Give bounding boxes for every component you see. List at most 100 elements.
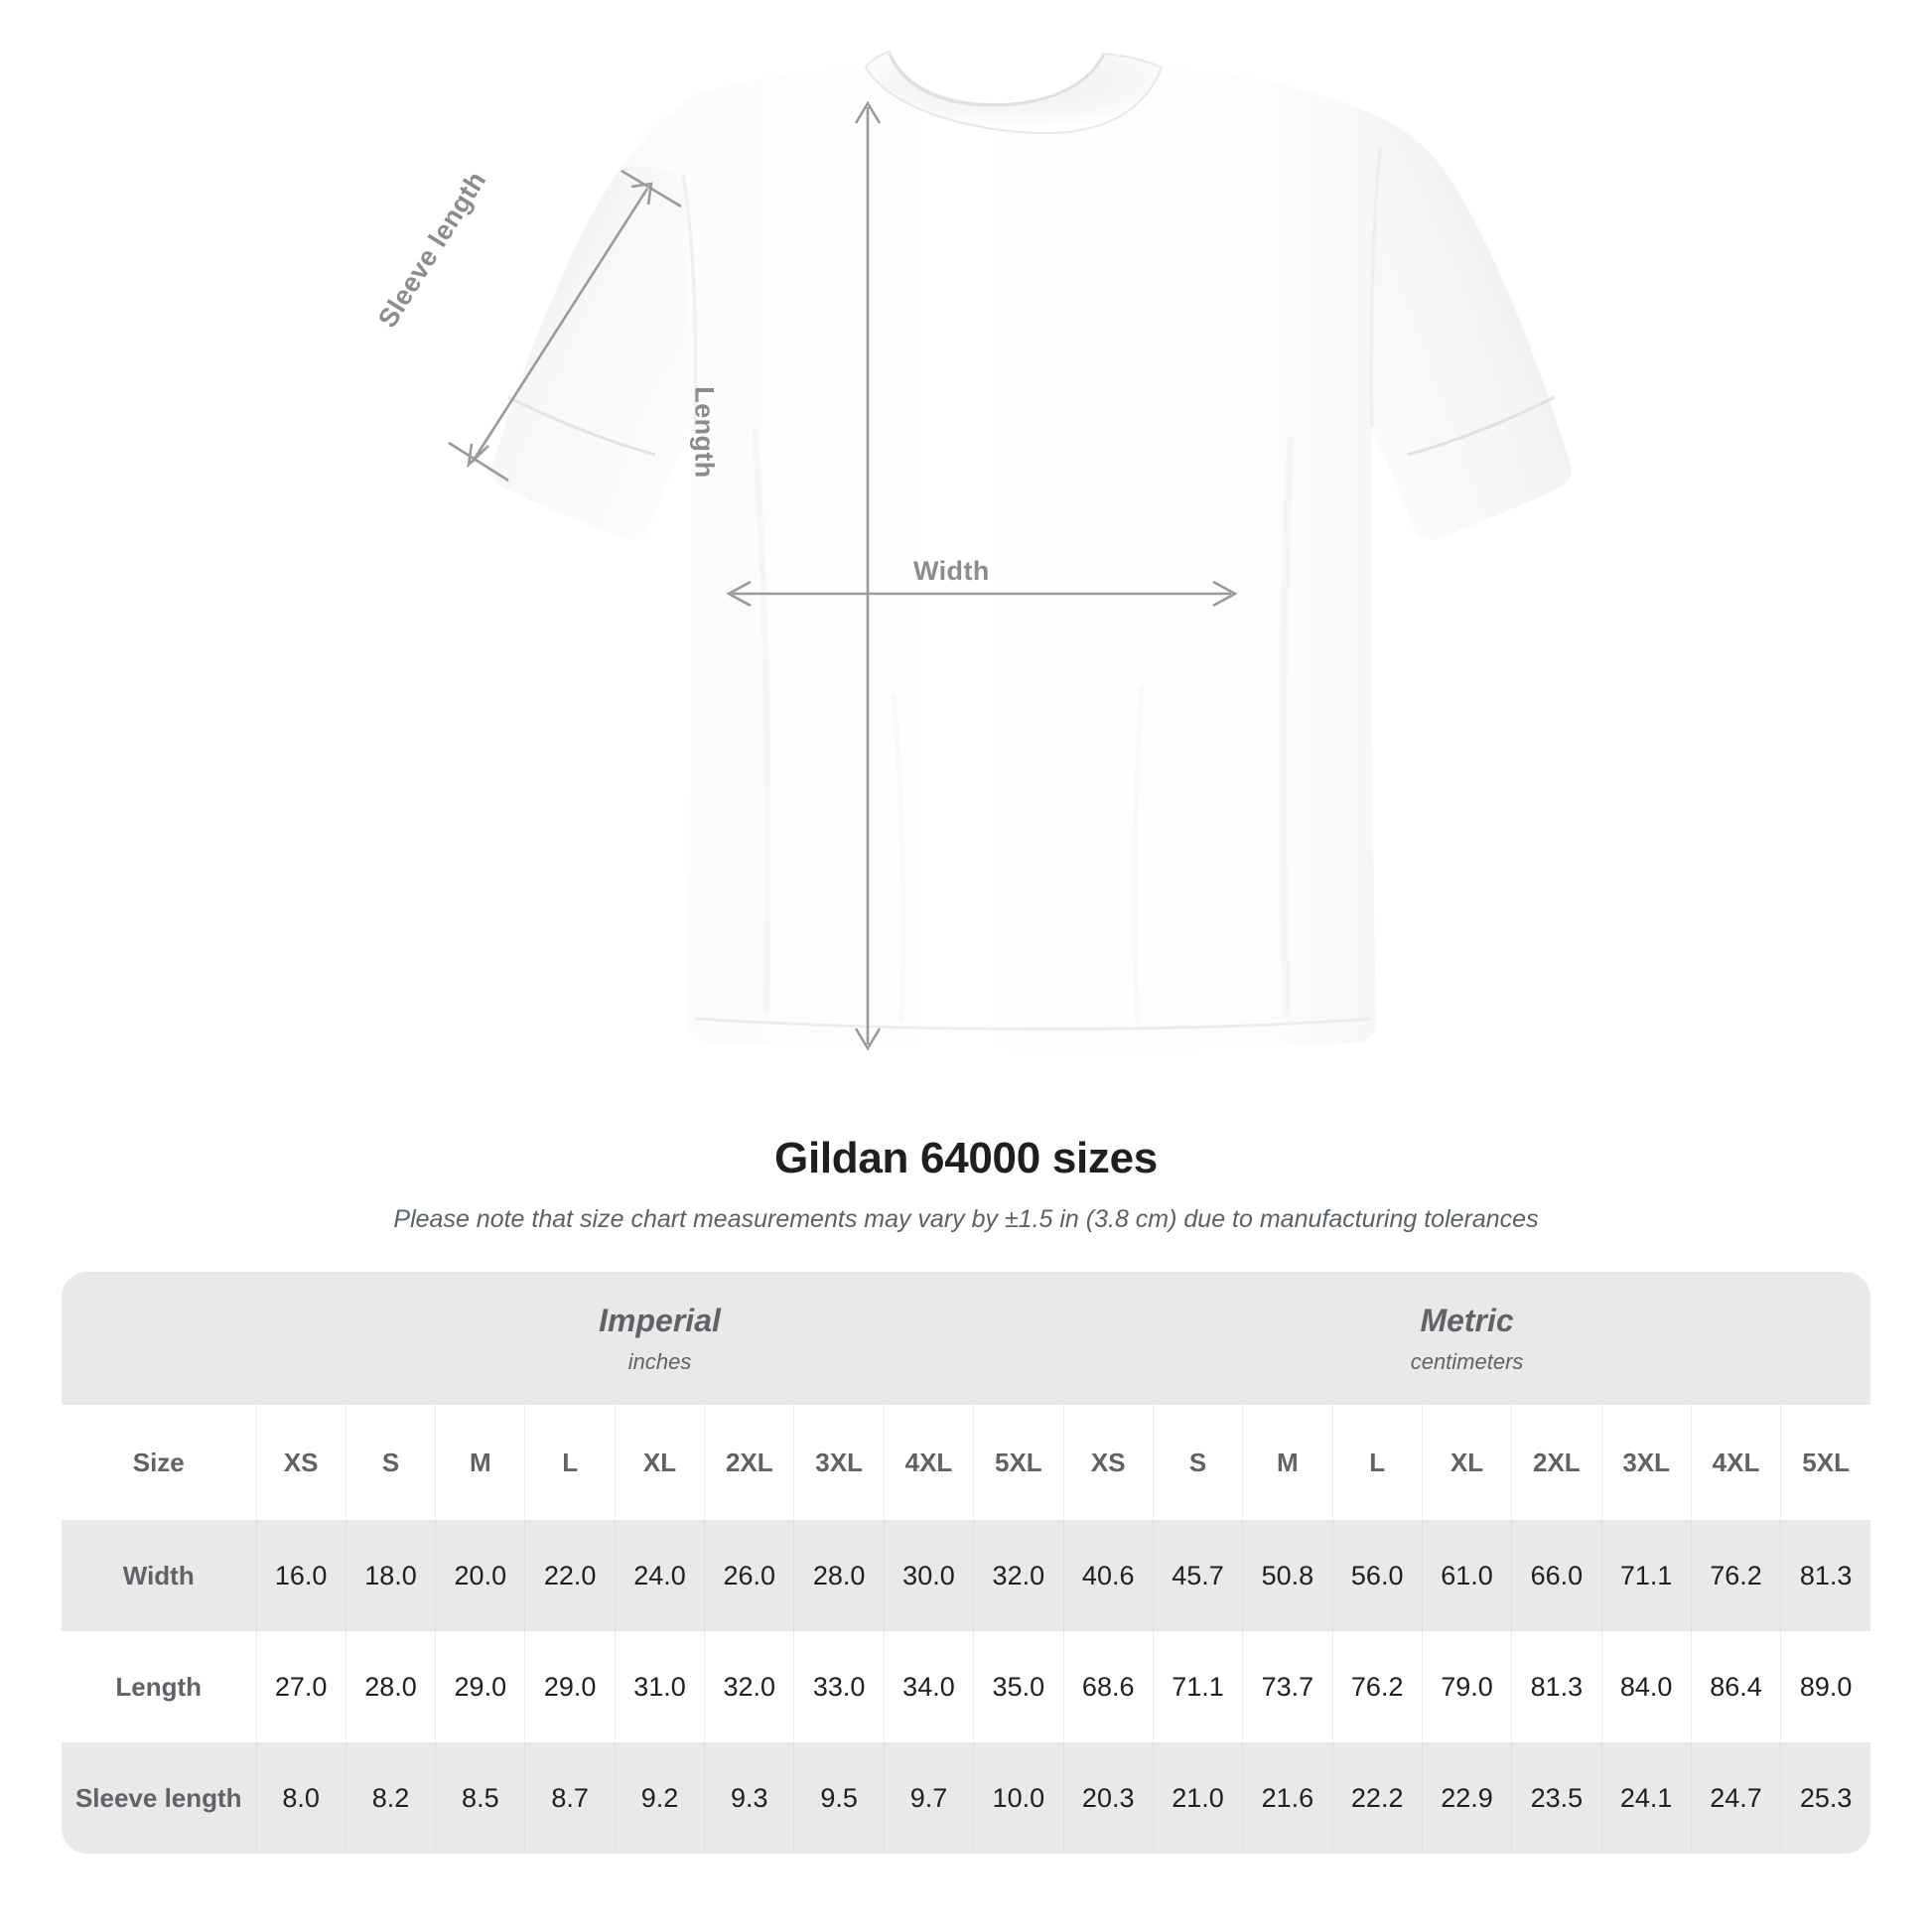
measurement-cell: 71.1 xyxy=(1152,1631,1243,1742)
sleeve-length-dimension-arrow xyxy=(448,169,682,483)
measurement-cell: 89.0 xyxy=(1780,1631,1870,1742)
tshirt-diagram xyxy=(448,50,1572,1051)
size-column-header: 5XL xyxy=(1780,1405,1870,1520)
measurement-cell: 35.0 xyxy=(973,1631,1064,1742)
size-column-header: 2XL xyxy=(704,1405,794,1520)
measurement-cell: 30.0 xyxy=(883,1520,974,1631)
measurement-cell: 22.9 xyxy=(1421,1742,1512,1854)
measurement-cell: 20.3 xyxy=(1062,1742,1154,1854)
measurement-cell: 25.3 xyxy=(1780,1742,1870,1854)
table-row: Sleeve length 8.0 8.2 8.5 8.7 9.2 9.3 9.5 9.7 10.… xyxy=(62,1742,1870,1854)
measurement-cell: 9.3 xyxy=(704,1742,794,1854)
length-dimension-arrow xyxy=(854,100,882,1051)
measurement-cell: 73.7 xyxy=(1242,1631,1333,1742)
size-header-row: Size XS S M L XL 2XL 3XL 4XL 5XL XS S M L XL 2XL 3XL 4XL 5… xyxy=(62,1405,1870,1520)
measurement-cell: 8.5 xyxy=(435,1742,525,1854)
size-column-header: S xyxy=(345,1405,436,1520)
tshirt-illustration: Sleeve length Length Width xyxy=(372,50,1572,1051)
measurement-cell: 61.0 xyxy=(1421,1520,1512,1631)
table-row: Width 16.0 18.0 20.0 22.0 24.0 26.0 28.0 30.0 32.… xyxy=(62,1520,1870,1631)
measurement-cell: 32.0 xyxy=(973,1520,1064,1631)
tshirt-body xyxy=(491,50,1572,1051)
measurement-cell: 56.0 xyxy=(1331,1520,1423,1631)
unit-group-name: Imperial xyxy=(599,1302,721,1338)
measurement-cell: 24.1 xyxy=(1600,1742,1692,1854)
unit-group-imperial: Imperial inches xyxy=(256,1272,1064,1405)
size-column-header: XL xyxy=(1421,1405,1512,1520)
size-chart-table-container: Imperial inches Metric centimeters Size XS S M… xyxy=(62,1272,1870,1854)
measurement-cell: 24.7 xyxy=(1690,1742,1781,1854)
measurement-cell: 21.0 xyxy=(1152,1742,1243,1854)
measurement-cell: 9.7 xyxy=(883,1742,974,1854)
measurement-cell: 8.2 xyxy=(345,1742,436,1854)
length-annotation-label: Length xyxy=(689,386,720,479)
size-column-header: XS xyxy=(1062,1405,1154,1520)
measurement-cell: 84.0 xyxy=(1600,1631,1692,1742)
measurement-cell: 16.0 xyxy=(255,1520,346,1631)
measurement-cell: 9.2 xyxy=(614,1742,705,1854)
measurement-cell: 66.0 xyxy=(1511,1520,1602,1631)
measurement-cell: 45.7 xyxy=(1152,1520,1243,1631)
measurement-cell: 34.0 xyxy=(883,1631,974,1742)
size-chart-table: Imperial inches Metric centimeters Size XS S M… xyxy=(62,1272,1870,1854)
measurement-cell: 28.0 xyxy=(345,1631,436,1742)
measurement-cell: 18.0 xyxy=(345,1520,436,1631)
measurement-cell: 28.0 xyxy=(793,1520,885,1631)
table-row: Length 27.0 28.0 29.0 29.0 31.0 32.0 33.0 34.0 35… xyxy=(62,1631,1870,1742)
unit-group-subtitle: centimeters xyxy=(1410,1349,1524,1375)
measurement-cell: 86.4 xyxy=(1690,1631,1781,1742)
measurement-cell: 20.0 xyxy=(435,1520,525,1631)
measurement-cell: 24.0 xyxy=(614,1520,705,1631)
size-column-header: M xyxy=(435,1405,525,1520)
measurement-cell: 31.0 xyxy=(614,1631,705,1742)
unit-group-name: Metric xyxy=(1420,1302,1514,1338)
chart-header: Gildan 64000 sizes Please note that size… xyxy=(0,1134,1932,1234)
size-column-header: 3XL xyxy=(1600,1405,1692,1520)
measurement-cell: 10.0 xyxy=(973,1742,1064,1854)
measurement-cell: 76.2 xyxy=(1331,1631,1423,1742)
measurement-cell: 9.5 xyxy=(793,1742,885,1854)
size-header-label: Size xyxy=(62,1405,256,1520)
measurement-cell: 71.1 xyxy=(1600,1520,1692,1631)
measurement-row-label: Length xyxy=(62,1631,256,1742)
measurement-cell: 50.8 xyxy=(1242,1520,1333,1631)
page-title: Gildan 64000 sizes xyxy=(774,1134,1158,1182)
measurement-cell: 23.5 xyxy=(1511,1742,1602,1854)
width-dimension-arrow xyxy=(726,580,1238,608)
measurement-cell: 21.6 xyxy=(1242,1742,1333,1854)
size-column-header: XL xyxy=(614,1405,705,1520)
measurement-cell: 40.6 xyxy=(1062,1520,1154,1631)
size-column-header: XS xyxy=(255,1405,346,1520)
unit-group-metric: Metric centimeters xyxy=(1063,1272,1870,1405)
measurement-cell: 33.0 xyxy=(793,1631,885,1742)
measurement-lines xyxy=(448,100,1238,1051)
measurement-cell: 22.2 xyxy=(1331,1742,1423,1854)
measurement-cell: 22.0 xyxy=(524,1520,616,1631)
size-column-header: 5XL xyxy=(973,1405,1064,1520)
size-column-header: 3XL xyxy=(793,1405,885,1520)
measurement-cell: 81.3 xyxy=(1511,1631,1602,1742)
size-column-header: 4XL xyxy=(1690,1405,1781,1520)
measurement-cell: 32.0 xyxy=(704,1631,794,1742)
measurement-cell: 29.0 xyxy=(524,1631,616,1742)
measurement-cell: 8.7 xyxy=(524,1742,616,1854)
size-column-header: 4XL xyxy=(883,1405,974,1520)
size-column-header: 2XL xyxy=(1511,1405,1602,1520)
measurement-cell: 8.0 xyxy=(255,1742,346,1854)
measurement-cell: 81.3 xyxy=(1780,1520,1870,1631)
measurement-row-label: Width xyxy=(62,1520,256,1631)
unit-group-header-row: Imperial inches Metric centimeters xyxy=(62,1272,1870,1405)
measurement-cell: 26.0 xyxy=(704,1520,794,1631)
measurement-cell: 29.0 xyxy=(435,1631,525,1742)
size-column-header: M xyxy=(1242,1405,1333,1520)
size-column-header: L xyxy=(1331,1405,1423,1520)
tolerance-note: Please note that size chart measurements… xyxy=(393,1205,1539,1233)
measurement-cell: 76.2 xyxy=(1690,1520,1781,1631)
measurement-row-label: Sleeve length xyxy=(62,1742,256,1854)
measurement-cell: 27.0 xyxy=(255,1631,346,1742)
unit-group-subtitle: inches xyxy=(627,1349,692,1375)
size-column-header: S xyxy=(1152,1405,1243,1520)
measurement-cell: 68.6 xyxy=(1062,1631,1154,1742)
width-annotation-label: Width xyxy=(913,556,990,586)
measurement-cell: 79.0 xyxy=(1421,1631,1512,1742)
